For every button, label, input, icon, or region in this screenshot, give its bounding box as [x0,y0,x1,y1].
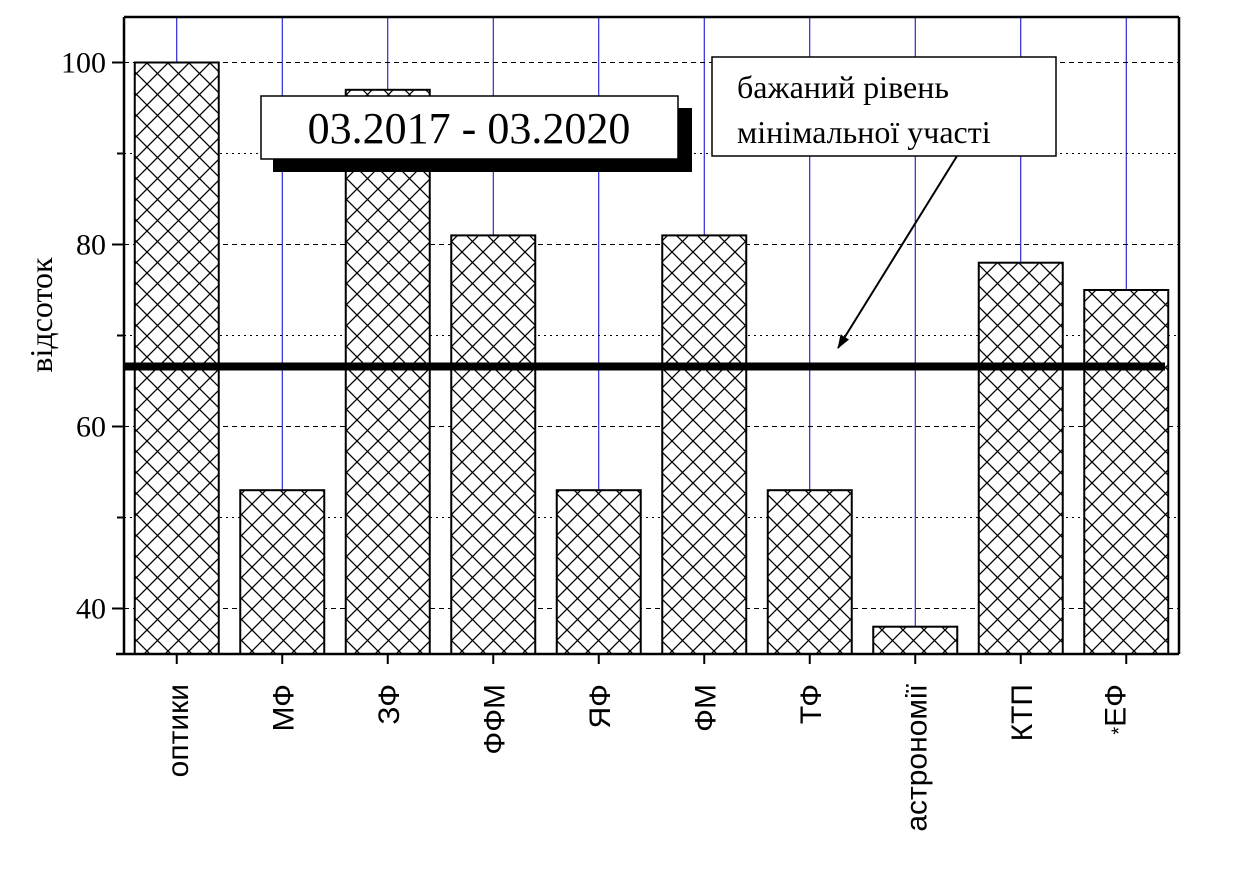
y-ticks: 40 60 80 100 [61,47,124,626]
x-tick-label: ЯФ [584,684,617,728]
x-tick-label: оптики [162,684,195,777]
reference-note: бажаний рівень мінімальної участі [711,56,1057,349]
x-tick-label: ФФМ [478,684,511,755]
x-tick-label: астрономії [900,683,933,831]
axes [116,15,1181,656]
bar [450,234,537,655]
bars [133,61,1170,656]
bar [133,61,220,655]
bar [872,625,959,656]
period-label: 03.2017 - 03.2020 [308,104,631,153]
bar [555,489,642,656]
period-box [260,95,679,160]
reference-note-line2: мінімальної участі [737,114,991,150]
x-tick-label: КТП [1006,684,1039,741]
x-ticks: оптики МФ ЗФ ФФМ ЯФ ФМ ТФ астрономії КТП *ЕФ [162,654,1132,832]
x-tick-label: МФ [267,684,300,731]
bar [766,489,853,656]
reference-note-arrow [837,155,958,349]
period-annotation: 03.2017 - 03.2020 [260,95,692,172]
y-tick-label: 60 [76,411,106,444]
y-axis-label: відсоток [23,257,59,373]
bar [661,234,748,655]
bar [1083,289,1170,655]
y-tick-label: 80 [76,229,106,262]
x-tick-label: ФМ [689,684,722,732]
bar [344,88,431,656]
y-tick-label: 100 [61,47,106,80]
x-tick-label: *ЕФ [1099,684,1132,735]
y-tick-label: 40 [76,593,106,626]
x-tick-label: ТФ [795,684,828,724]
x-tick-label: ЗФ [373,684,406,725]
bar [239,489,326,656]
reference-note-box [711,56,1057,157]
reference-note-line1: бажаний рівень [737,69,949,105]
bar [977,261,1064,655]
